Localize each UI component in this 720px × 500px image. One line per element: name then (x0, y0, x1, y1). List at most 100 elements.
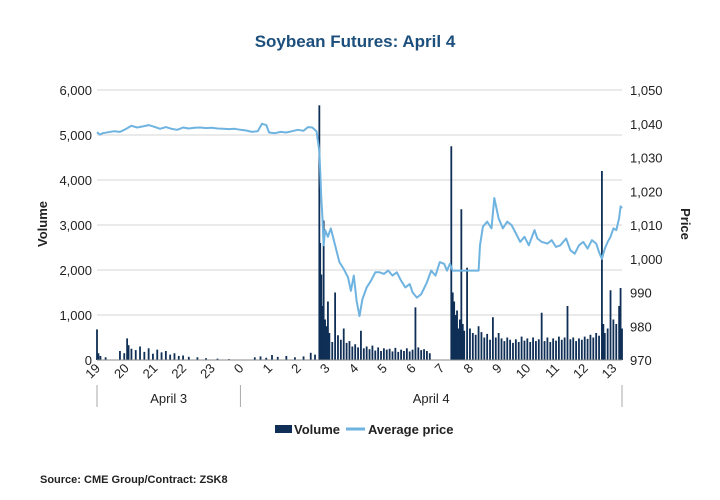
volume-bar (457, 328, 460, 360)
volume-bar (580, 339, 583, 360)
volume-bar (397, 351, 400, 360)
x-tick-label: 4 (346, 361, 362, 377)
volume-bar (321, 306, 324, 360)
volume-bar (394, 347, 397, 360)
chart-title: Soybean Futures: April 4 (255, 32, 456, 51)
y-left-tick-label: 5,000 (59, 128, 92, 143)
volume-bar (104, 357, 107, 360)
volume-bar (271, 355, 273, 360)
volume-bar (388, 348, 391, 360)
volume-bar (351, 346, 354, 360)
average-price-line (96, 122, 623, 318)
volume-bar (130, 348, 133, 360)
volume-bar (127, 345, 130, 360)
volume-bar (494, 337, 497, 360)
volume-bar (380, 351, 382, 360)
y-left-tick-label: 3,000 (59, 218, 92, 233)
x-tick-label: 12 (570, 361, 591, 382)
volume-bar (216, 358, 219, 360)
day-group-label: April 4 (413, 391, 450, 406)
y-left-tick-label: 1,000 (59, 308, 92, 323)
volume-bar (477, 326, 480, 360)
volume-bar (205, 358, 207, 360)
volume-bar (583, 336, 586, 360)
volume-bar (320, 274, 323, 360)
volume-bar (408, 351, 411, 360)
x-tick-label: 9 (489, 361, 505, 377)
volume-bar (469, 328, 471, 360)
volume-bar (480, 332, 483, 360)
volume-bar (506, 337, 509, 360)
volume-bar (265, 357, 268, 360)
volume-bar (331, 342, 334, 360)
volume-bar (466, 267, 468, 360)
day-group-labels: April 3 April 4 (96, 385, 623, 407)
x-tick-label: 21 (140, 361, 161, 382)
volume-bar (486, 333, 489, 360)
volume-bar (569, 339, 572, 360)
y-right-tick-label: 1,040 (630, 117, 663, 132)
volume-bar (454, 315, 457, 360)
legend-price-label: Average price (368, 422, 454, 437)
x-tick-label: 23 (197, 361, 218, 382)
volume-bar (500, 338, 503, 360)
volume-bar (253, 357, 256, 360)
volume-bar (294, 357, 296, 360)
volume-bar (602, 324, 605, 360)
volume-bar (97, 353, 100, 360)
volume-bar (492, 317, 494, 360)
volume-bar (309, 352, 312, 360)
volume-bar (156, 349, 159, 360)
volume-bar (529, 342, 532, 360)
legend: Volume Average price (275, 422, 454, 437)
volume-bar (337, 335, 339, 360)
volume-bar (276, 356, 279, 360)
volume-bar (285, 355, 288, 360)
y-right-tick-label: 990 (630, 286, 652, 301)
volume-bar (537, 339, 540, 360)
volume-bar (589, 334, 592, 360)
volume-bar (540, 312, 543, 360)
volume-bar (342, 328, 345, 360)
volume-bar (546, 337, 549, 360)
volume-bar (572, 337, 575, 360)
x-tick-label: 10 (513, 361, 534, 382)
x-tick-label: 3 (317, 361, 333, 377)
volume-bar (182, 355, 184, 360)
volume-bar (143, 351, 146, 360)
volume-bar (377, 347, 380, 360)
volume-bar (503, 341, 506, 360)
x-tick-label: 1 (259, 361, 275, 377)
volume-bar (328, 333, 331, 360)
y-axis-right-ticks: 970 980 990 1,000 1,010 1,020 1,030 1,040 1,050 (630, 83, 663, 368)
volume-bar (371, 345, 374, 360)
volume-bar (560, 339, 563, 360)
y-right-tick-label: 980 (630, 319, 652, 334)
volume-bar (324, 319, 326, 360)
legend-volume-swatch (275, 425, 292, 433)
volume-bar (514, 339, 517, 360)
volume-bar (139, 346, 141, 360)
volume-bar (520, 336, 523, 360)
volume-bar (99, 355, 102, 360)
volume-bar (126, 338, 129, 360)
volume-bar (322, 220, 325, 360)
volume-bar (517, 342, 520, 360)
legend-volume-label: Volume (294, 422, 340, 437)
volume-bar (603, 333, 606, 360)
x-tick-label: 11 (542, 361, 562, 381)
volume-bar (119, 351, 121, 360)
volume-bar (385, 349, 388, 360)
volume-bar (552, 338, 555, 360)
volume-bar (177, 355, 180, 360)
volume-bar (160, 352, 163, 360)
volume-bar (526, 338, 529, 360)
volume-bar (362, 348, 365, 360)
x-tick-label: 13 (599, 361, 620, 382)
y-axis-right-label: Price (678, 208, 693, 240)
volume-bar (450, 146, 453, 360)
volume-bar (497, 333, 500, 360)
volume-bar (619, 288, 622, 360)
volume-bar (621, 328, 623, 360)
volume-bar (489, 339, 491, 360)
